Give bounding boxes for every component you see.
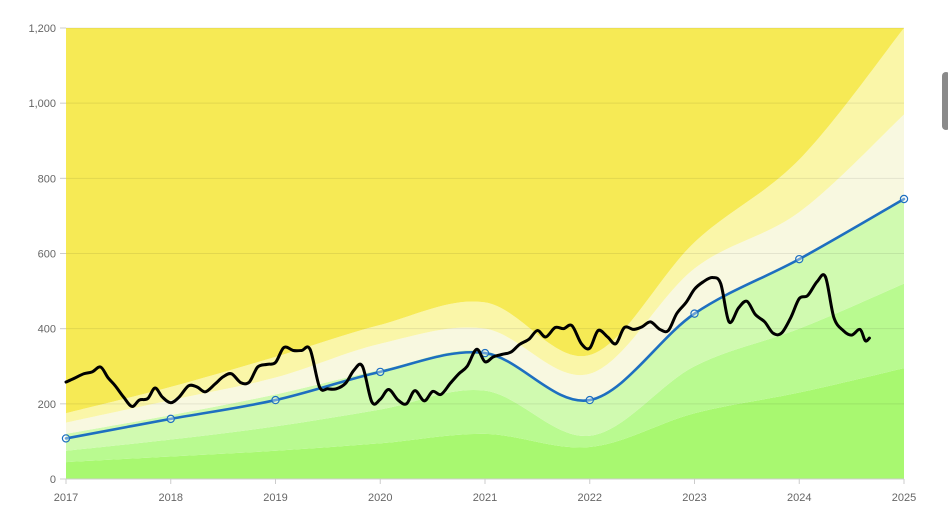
x-tick-label: 2025 [892,492,916,504]
data-point[interactable] [795,254,804,264]
band-area-0 [66,368,904,479]
series-line-1 [64,273,871,408]
data-point[interactable] [271,395,280,405]
band-area-1 [66,283,904,463]
y-tick-labels: 0 200 400 600 800 1,000 1,200 [28,23,56,486]
y-tick-label: 1,200 [28,23,56,35]
band-area-2 [66,199,904,451]
x-tick-label: 2017 [54,492,78,504]
x-tick-label: 2018 [159,492,183,504]
gridlines [60,27,905,484]
x-tick-label: 2024 [787,492,811,504]
band-area-3 [66,114,904,434]
y-tick-label: 0 [50,474,56,486]
x-tick-label: 2021 [473,492,497,504]
band-area-5 [66,28,904,414]
y-tick-label: 400 [38,324,56,336]
data-point[interactable] [690,309,699,318]
y-tick-label: 600 [38,249,56,261]
x-tick-label: 2023 [682,492,706,504]
y-tick-label: 800 [38,173,56,185]
band-area-4 [66,28,904,423]
data-point[interactable] [899,194,909,204]
data-point[interactable] [585,395,594,405]
x-tick-label: 2019 [263,492,287,504]
band-areas [66,28,904,479]
y-tick-label: 200 [38,399,56,411]
series-line-0 [64,197,906,440]
data-point[interactable] [166,414,175,424]
y-tick-label: 1,000 [28,98,56,110]
x-tick-label: 2020 [368,492,392,504]
data-point[interactable] [376,367,385,377]
scrollbar-thumb[interactable] [942,72,948,130]
x-tick-label: 2022 [578,492,602,504]
x-tick-labels: 2017 2018 2019 2020 2021 2022 2023 2024 2025 [54,492,916,504]
series-lines [61,194,909,443]
data-point[interactable] [61,434,71,443]
